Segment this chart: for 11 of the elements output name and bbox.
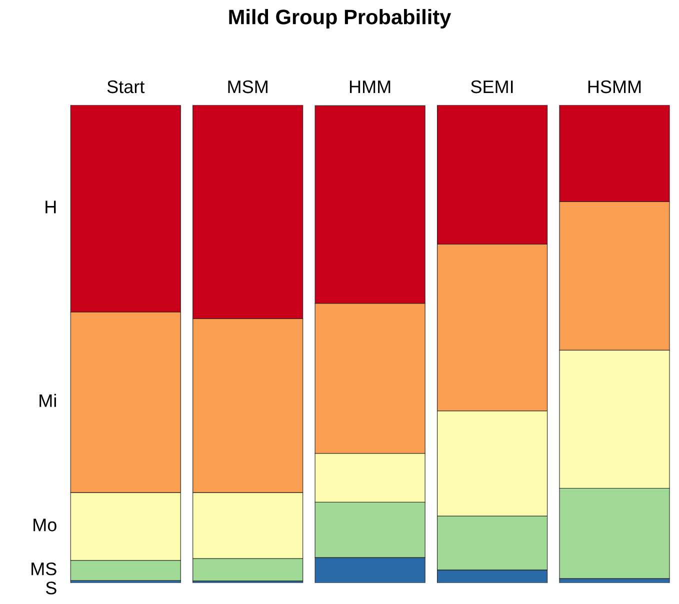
series-label: H [46, 200, 56, 214]
x-tick-label: HMM [350, 80, 390, 94]
x-tick-label: MSM [228, 80, 268, 94]
x-tick-label: Start [107, 80, 145, 94]
series-label: MS [32, 562, 56, 576]
x-tick-label: SEMI [471, 80, 513, 94]
series-label: Mi [40, 394, 56, 407]
series-label: Mo [34, 518, 56, 532]
x-tick-label: HSMM [588, 80, 641, 94]
chart-title: Mild Group Probability [229, 9, 452, 28]
series-label: S [46, 582, 56, 594]
